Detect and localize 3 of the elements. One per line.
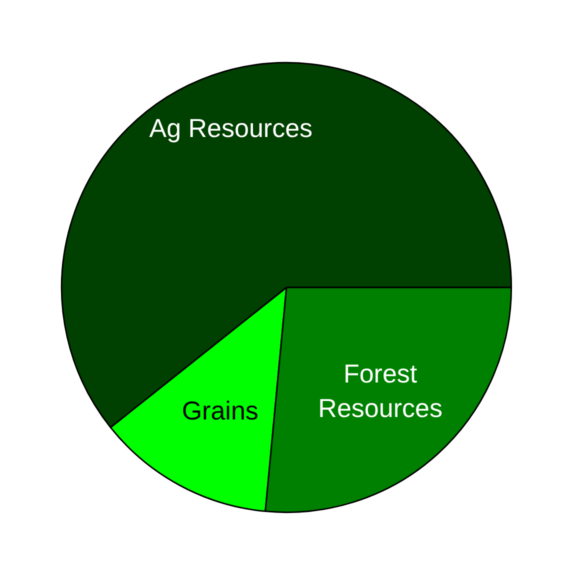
slice-label: Ag Resources [149,112,313,143]
slice-label: Grains [182,395,258,426]
slice-label: Forest Resources [318,358,442,424]
